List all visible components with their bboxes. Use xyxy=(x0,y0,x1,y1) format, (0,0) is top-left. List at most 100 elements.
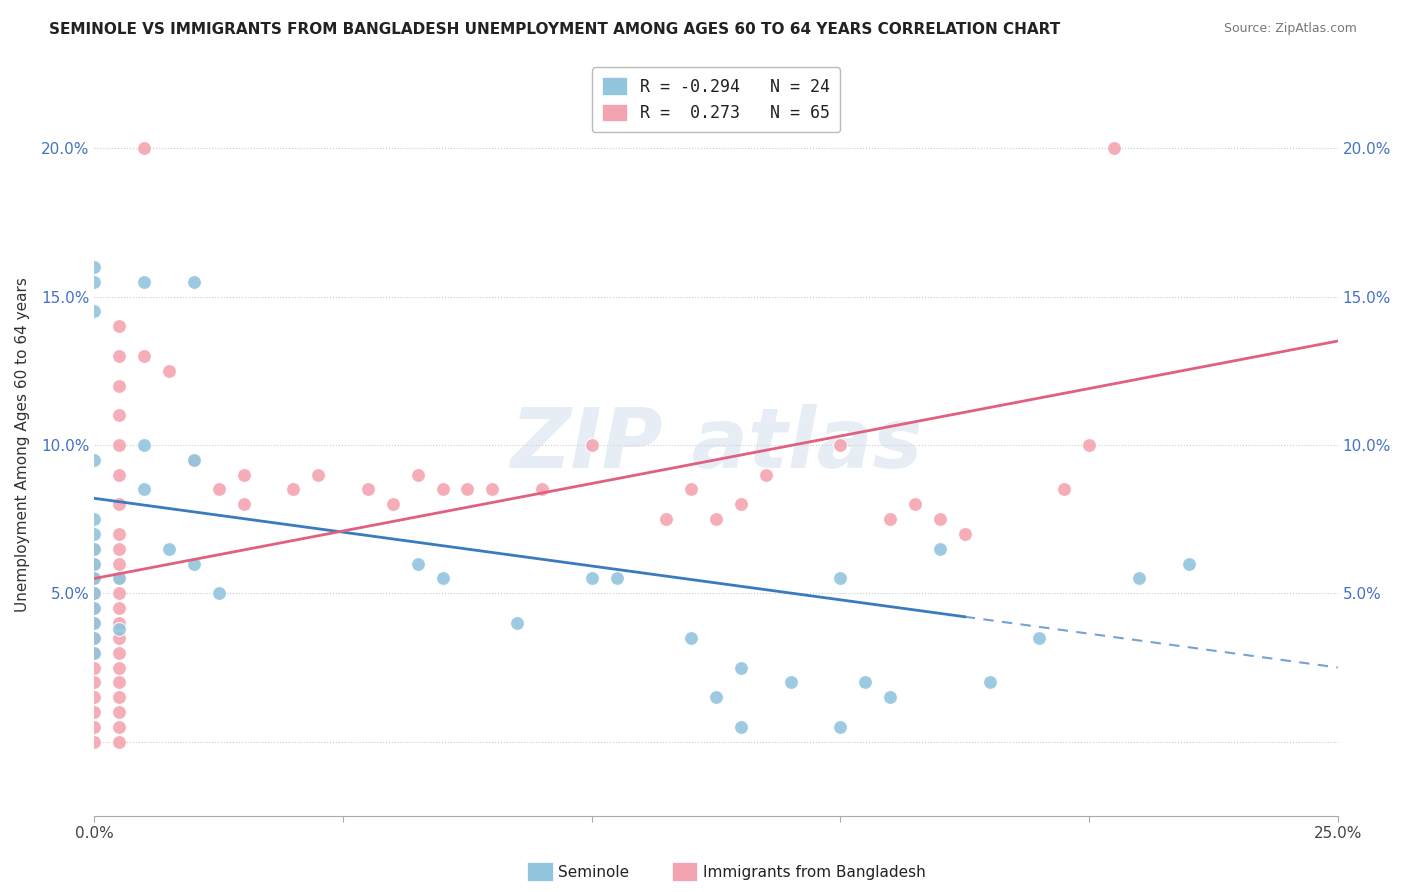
Point xyxy=(183,452,205,467)
Text: SEMINOLE VS IMMIGRANTS FROM BANGLADESH UNEMPLOYMENT AMONG AGES 60 TO 64 YEARS CO: SEMINOLE VS IMMIGRANTS FROM BANGLADESH U… xyxy=(49,22,1060,37)
Point xyxy=(83,615,105,630)
Point xyxy=(530,483,553,497)
Point xyxy=(83,512,105,526)
Point xyxy=(730,497,752,511)
Point xyxy=(1177,557,1199,571)
Point xyxy=(357,483,380,497)
Point xyxy=(83,601,105,615)
Point xyxy=(83,557,105,571)
Point xyxy=(879,512,901,526)
Point xyxy=(108,541,131,556)
Point xyxy=(853,675,876,690)
Point xyxy=(432,572,454,586)
Text: Seminole: Seminole xyxy=(558,865,630,880)
Point xyxy=(83,304,105,318)
Point xyxy=(953,527,976,541)
Point xyxy=(108,438,131,452)
Point xyxy=(208,586,231,600)
Point xyxy=(83,631,105,645)
Point xyxy=(108,378,131,392)
Point xyxy=(704,690,727,705)
Point xyxy=(730,660,752,674)
Point xyxy=(83,586,105,600)
Point xyxy=(83,690,105,705)
Point xyxy=(208,483,231,497)
Point xyxy=(681,483,703,497)
Point xyxy=(83,720,105,734)
Point xyxy=(830,438,852,452)
Point xyxy=(108,467,131,482)
Point xyxy=(83,527,105,541)
Point xyxy=(581,572,603,586)
Point xyxy=(83,541,105,556)
Point xyxy=(1102,141,1125,155)
Point xyxy=(108,675,131,690)
Point xyxy=(83,557,105,571)
Point xyxy=(381,497,404,511)
Point xyxy=(108,557,131,571)
Point xyxy=(108,349,131,363)
Point xyxy=(157,541,180,556)
Point xyxy=(108,497,131,511)
Point xyxy=(83,631,105,645)
Text: Immigrants from Bangladesh: Immigrants from Bangladesh xyxy=(703,865,925,880)
Point xyxy=(83,705,105,719)
Point xyxy=(704,512,727,526)
Point xyxy=(108,319,131,334)
Point xyxy=(108,586,131,600)
Point xyxy=(432,483,454,497)
Point xyxy=(232,467,254,482)
Point xyxy=(1028,631,1050,645)
Point xyxy=(108,646,131,660)
Point xyxy=(157,364,180,378)
Point xyxy=(1128,572,1150,586)
Text: ZIP atlas: ZIP atlas xyxy=(510,404,922,485)
Point xyxy=(481,483,503,497)
Point xyxy=(979,675,1001,690)
Point xyxy=(183,452,205,467)
Point xyxy=(108,527,131,541)
Point xyxy=(108,720,131,734)
Point xyxy=(83,586,105,600)
Point xyxy=(406,557,429,571)
Point xyxy=(83,275,105,289)
Point xyxy=(108,409,131,423)
Point xyxy=(879,690,901,705)
Point xyxy=(283,483,305,497)
Point xyxy=(730,720,752,734)
Point xyxy=(83,601,105,615)
Point xyxy=(132,438,155,452)
Point xyxy=(132,275,155,289)
Point xyxy=(83,572,105,586)
Point xyxy=(928,541,950,556)
Point xyxy=(83,572,105,586)
Point xyxy=(108,705,131,719)
Point xyxy=(108,572,131,586)
Point xyxy=(108,690,131,705)
Point xyxy=(108,572,131,586)
Point xyxy=(108,735,131,749)
Point xyxy=(755,467,778,482)
Point xyxy=(183,557,205,571)
Point xyxy=(83,541,105,556)
Point xyxy=(307,467,329,482)
Point xyxy=(108,615,131,630)
Point xyxy=(606,572,628,586)
Point xyxy=(83,735,105,749)
Point xyxy=(581,438,603,452)
Y-axis label: Unemployment Among Ages 60 to 64 years: Unemployment Among Ages 60 to 64 years xyxy=(15,277,30,612)
Point xyxy=(655,512,678,526)
Point xyxy=(681,631,703,645)
Text: Source: ZipAtlas.com: Source: ZipAtlas.com xyxy=(1223,22,1357,36)
Point xyxy=(83,660,105,674)
Point xyxy=(183,275,205,289)
Point xyxy=(108,631,131,645)
Point xyxy=(506,615,529,630)
Point xyxy=(928,512,950,526)
Point xyxy=(83,615,105,630)
Point xyxy=(83,646,105,660)
Point xyxy=(83,646,105,660)
Point xyxy=(830,572,852,586)
Point xyxy=(83,452,105,467)
Point xyxy=(779,675,801,690)
